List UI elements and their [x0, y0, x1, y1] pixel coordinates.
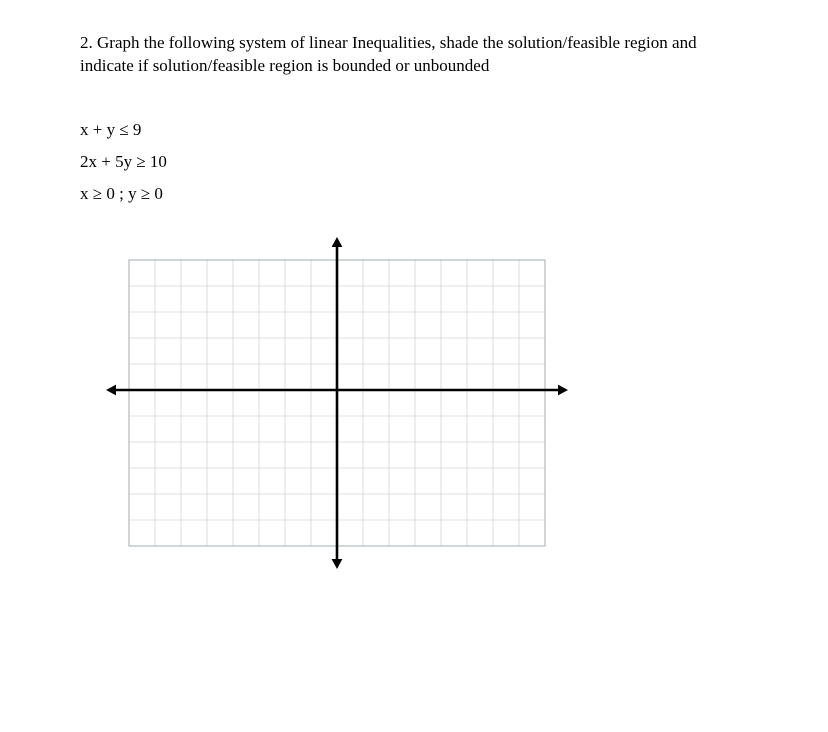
page: 2. Graph the following system of linear … — [0, 0, 828, 571]
inequalities-block: x + y ≤ 9 2x + 5y ≥ 10 x ≥ 0 ; y ≥ 0 — [80, 114, 748, 211]
problem-line2: indicate if solution/feasible region is … — [80, 56, 489, 75]
inequality-3: x ≥ 0 ; y ≥ 0 — [80, 178, 748, 210]
inequality-2: 2x + 5y ≥ 10 — [80, 146, 748, 178]
inequality-1: x + y ≤ 9 — [80, 114, 748, 146]
graph-container — [80, 235, 748, 571]
problem-line1: Graph the following system of linear Ine… — [97, 33, 697, 52]
inequality-3a: x ≥ 0 ; — [80, 184, 124, 203]
inequality-3b: y ≥ 0 — [128, 184, 163, 203]
problem-number: 2. — [80, 33, 93, 52]
problem-statement: 2. Graph the following system of linear … — [80, 32, 748, 78]
coordinate-grid — [104, 235, 570, 571]
